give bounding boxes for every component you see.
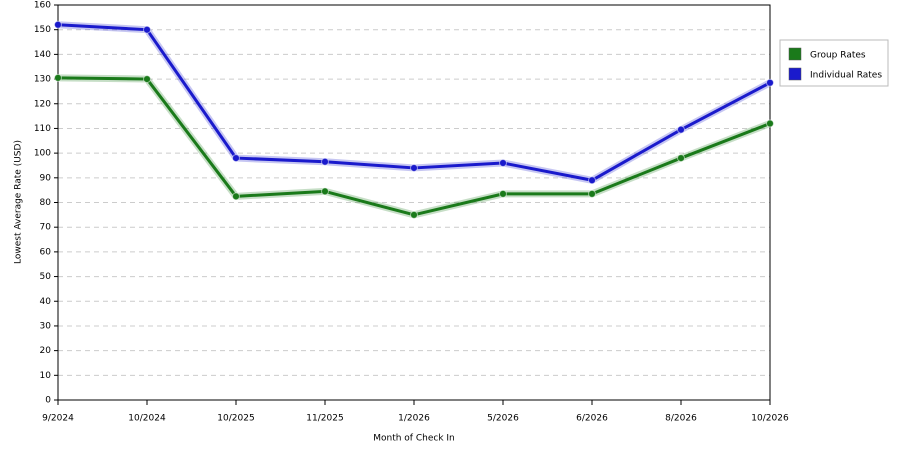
x-tick-label: 6/2026 (576, 414, 608, 424)
data-point (232, 192, 240, 201)
y-tick-label: 50 (40, 272, 52, 282)
y-tick-label: 100 (34, 149, 51, 159)
data-point (677, 125, 685, 134)
data-point (766, 78, 774, 87)
y-tick-label: 40 (40, 297, 52, 307)
series-halo (57, 74, 772, 219)
x-tick-label: 9/2024 (42, 414, 74, 424)
x-tick-label: 5/2026 (487, 414, 519, 424)
legend-label: Group Rates (810, 51, 866, 61)
data-point (54, 20, 62, 29)
y-tick-label: 90 (40, 173, 52, 183)
data-point (321, 187, 329, 196)
y-tick-label: 120 (34, 99, 51, 109)
data-point (410, 163, 418, 172)
y-tick-label: 0 (45, 396, 51, 406)
x-tick-label: 10/2025 (217, 414, 254, 424)
y-tick-label: 10 (40, 371, 52, 381)
legend-label: Individual Rates (810, 71, 882, 81)
y-tick-label: 60 (40, 247, 52, 257)
data-point (499, 159, 507, 167)
data-point (232, 154, 240, 163)
data-point (143, 25, 151, 34)
data-point (54, 73, 62, 82)
data-point (766, 119, 774, 128)
data-point (143, 75, 151, 84)
data-point (410, 210, 418, 219)
data-point (321, 157, 329, 166)
y-tick-label: 30 (40, 321, 52, 331)
x-tick-label: 1/2026 (398, 414, 430, 424)
y-tick-label: 140 (34, 50, 51, 60)
x-tick-label: 10/2024 (128, 414, 166, 424)
data-point (677, 154, 685, 163)
x-axis-label: Month of Check In (373, 434, 455, 444)
y-tick-label: 160 (34, 1, 51, 11)
x-tick-label: 8/2026 (665, 414, 697, 424)
y-tick-label: 110 (34, 124, 51, 134)
y-tick-label: 80 (40, 198, 52, 208)
y-tick-label: 150 (34, 25, 51, 35)
data-point (499, 189, 507, 198)
y-tick-label: 20 (40, 346, 52, 356)
data-point (588, 189, 596, 198)
x-tick-label: 10/2026 (751, 414, 789, 424)
x-tick-label: 11/2025 (306, 414, 343, 424)
legend-swatch (788, 67, 802, 81)
data-point (588, 176, 596, 185)
y-axis-label: Lowest Average Rate (USD) (14, 140, 24, 264)
y-tick-label: 70 (40, 223, 52, 233)
legend-swatch (788, 47, 802, 61)
y-tick-label: 130 (34, 75, 51, 85)
